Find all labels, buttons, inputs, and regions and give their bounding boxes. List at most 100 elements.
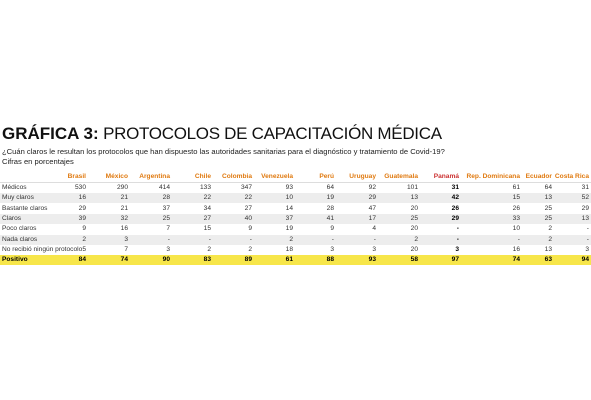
table-cell: 25 <box>544 204 552 212</box>
table-cell: 19 <box>285 225 293 233</box>
title-rest: PROTOCOLOS DE CAPACITACIÓN MÉDICA <box>98 124 442 143</box>
row-label: Claros <box>2 214 22 222</box>
table-cell: - <box>586 235 589 243</box>
table-cell: 13 <box>544 245 552 253</box>
table-cell: 10 <box>285 194 293 202</box>
subtitle: ¿Cuán claros le resultan los protocolos … <box>2 147 445 156</box>
table-cell: 20 <box>410 225 418 233</box>
table-cell: 13 <box>410 194 418 202</box>
table-cell: 16 <box>512 245 520 253</box>
table-cell: 14 <box>285 204 293 212</box>
column-header: Ecuador <box>525 173 552 180</box>
row-label: Positivo <box>2 256 28 264</box>
table-cell: 21 <box>120 194 128 202</box>
table-cell: 74 <box>512 256 520 264</box>
table-cell: 2 <box>289 235 293 243</box>
title-bold: GRÁFICA 3: <box>2 124 99 143</box>
column-header: Costa Rica <box>554 173 589 180</box>
table-cell: 13 <box>581 214 589 222</box>
table-cell: 16 <box>78 194 86 202</box>
table-cell: 347 <box>240 184 252 191</box>
row-label: Muy claros <box>2 194 34 202</box>
table-row: Poco claros 9 16 7 15 9 19 9 4 20 - 10 2 - <box>0 224 591 235</box>
column-header: Colombia <box>221 173 252 180</box>
row-label: Nada claros <box>2 235 38 243</box>
table-cell: 25 <box>544 214 552 222</box>
column-header: Brasil <box>67 173 86 180</box>
table-cell: 3 <box>330 245 334 253</box>
table-cell: 101 <box>406 184 418 191</box>
table-cell: - <box>331 235 334 243</box>
table-row: Nada claros 2 3 - - - 2 - - 2 - - 2 - <box>0 234 591 245</box>
column-header: México <box>105 173 128 180</box>
table-cell: 2 <box>248 245 252 253</box>
table-cell: 84 <box>78 256 86 264</box>
table-cell: 26 <box>451 204 459 212</box>
table-row: Claros 39 32 25 27 40 37 41 17 25 29 33 25 13 <box>0 213 591 224</box>
table-cell: 20 <box>410 245 418 253</box>
table-cell: 2 <box>82 235 86 243</box>
table-cell: 3 <box>372 245 376 253</box>
table-cell: 41 <box>326 214 334 222</box>
table-cell: 34 <box>203 204 211 212</box>
table-cell: 19 <box>326 194 334 202</box>
table-cell: 29 <box>78 204 86 212</box>
table-cell: 13 <box>544 194 552 202</box>
table-cell: 9 <box>248 225 252 233</box>
table-cell: 20 <box>410 204 418 212</box>
table-cell: 2 <box>414 235 418 243</box>
table-cell: 18 <box>285 245 293 253</box>
table-cell: 3 <box>455 245 459 253</box>
table-cell: 22 <box>203 194 211 202</box>
table-cell: 42 <box>451 194 459 202</box>
table-cell: 7 <box>166 225 170 233</box>
table-cell: 2 <box>548 225 552 233</box>
table-cell: 3 <box>166 245 170 253</box>
table-cell: - <box>167 235 170 243</box>
table-cell: 37 <box>285 214 293 222</box>
table-cell: 93 <box>368 256 376 264</box>
table-cell: 27 <box>203 214 211 222</box>
table-cell: - <box>208 235 211 243</box>
column-header: Venezuela <box>261 173 293 180</box>
table-row: No recibió ningún protocolo 5 7 3 2 2 18 3 3 20 3 1… <box>0 244 591 255</box>
table-cell: 83 <box>203 256 211 264</box>
column-header: Chile <box>194 173 211 180</box>
table-cell: 97 <box>451 256 459 264</box>
table-row: Médicos 530 290 414 133 347 93 64 92 101 31 61 64 31 <box>0 183 591 193</box>
row-label: No recibió ningún protocolo <box>2 245 83 253</box>
table-cell: 40 <box>244 214 252 222</box>
table-cell: 58 <box>410 256 418 264</box>
table-cell: 2 <box>548 235 552 243</box>
column-header: Uruguay <box>349 173 376 180</box>
table-cell: 92 <box>368 184 376 191</box>
table-cell: 7 <box>124 245 128 253</box>
table-cell: 4 <box>372 225 376 233</box>
table-cell: 33 <box>512 214 520 222</box>
note: Cifras en porcentajes <box>2 157 74 166</box>
table-cell: 17 <box>368 214 376 222</box>
table-cell: - <box>456 225 459 233</box>
table-row: Positivo 84 74 90 83 89 61 88 93 58 97 74 63 94 <box>0 255 591 266</box>
table-cell: 89 <box>244 256 252 264</box>
table-cell: 22 <box>244 194 252 202</box>
row-label: Bastante claros <box>2 204 48 212</box>
table-row: Bastante claros 29 21 37 34 27 14 28 47 20 26 26 25 2… <box>0 203 591 214</box>
column-header: Argentina <box>139 173 170 180</box>
table-cell: 37 <box>162 204 170 212</box>
table-cell: 2 <box>207 245 211 253</box>
table-cell: 61 <box>285 256 293 264</box>
table-cell: 74 <box>120 256 128 264</box>
table-cell: 31 <box>451 184 459 191</box>
table-cell: 9 <box>330 225 334 233</box>
column-header: Panamá <box>433 173 459 180</box>
table-row: Muy claros 16 21 28 22 22 10 19 29 13 42 15 13 52 <box>0 193 591 204</box>
table-cell: 39 <box>78 214 86 222</box>
table-cell: 90 <box>162 256 170 264</box>
table-cell: 25 <box>162 214 170 222</box>
table-cell: 10 <box>512 225 520 233</box>
table-cell: 61 <box>512 184 520 191</box>
table-cell: 94 <box>581 256 589 264</box>
table-cell: 9 <box>82 225 86 233</box>
